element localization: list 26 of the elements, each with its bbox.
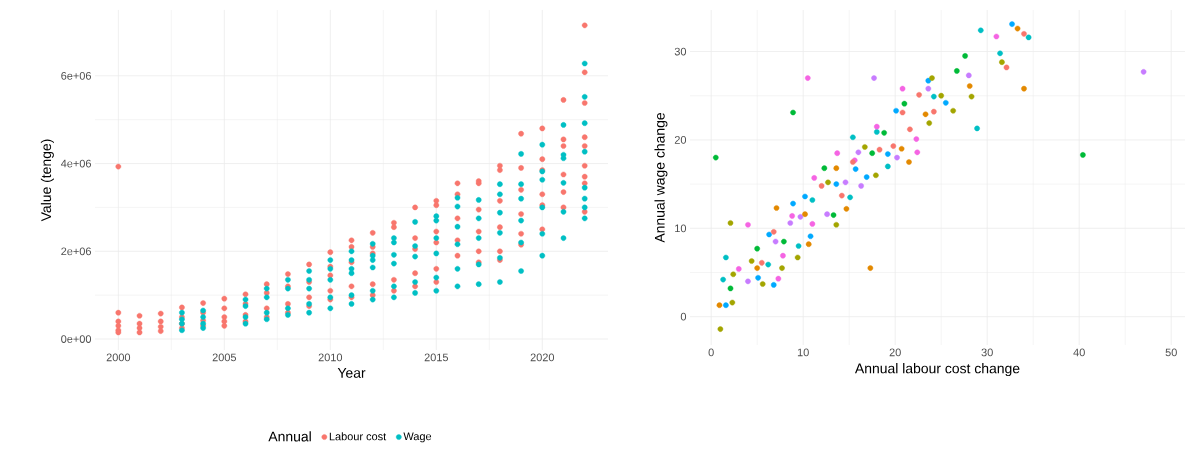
x-tick-label: 50 — [1165, 348, 1177, 357]
y-tick-label: 10 — [675, 224, 687, 233]
legend-label: Labour cost — [329, 432, 387, 441]
x-tick-label: 30 — [981, 348, 993, 357]
x-tick-label: 20 — [889, 348, 901, 357]
x-tick-label: 2010 — [318, 353, 343, 362]
y-axis-title: Value (tenge) — [40, 139, 54, 222]
x-tick-label: 2005 — [212, 353, 237, 362]
x-tick-label: 2000 — [106, 353, 131, 362]
x-tick-label: 2020 — [530, 353, 555, 362]
y-axis-title: Annual wage change — [654, 113, 668, 243]
y-tick-label: 6e+06 — [61, 71, 91, 80]
x-tick-label: 0 — [708, 348, 714, 357]
y-tick-label: 2e+06 — [61, 247, 91, 256]
y-tick-label: 0e+00 — [61, 335, 92, 343]
x-tick-label: 40 — [1073, 348, 1085, 357]
x-axis-title: Year — [337, 368, 366, 378]
x-tick-label: 10 — [797, 348, 809, 357]
y-tick-label: 0 — [680, 312, 687, 321]
legend-title: Annual — [268, 431, 311, 442]
legend-label: Wage — [403, 432, 432, 443]
x-tick-label: 2015 — [424, 353, 449, 362]
y-tick-label: 4e+06 — [60, 159, 91, 168]
y-tick-label: 30 — [674, 47, 687, 56]
x-axis-title: Annual labour cost change — [854, 363, 1020, 377]
y-tick-label: 20 — [674, 136, 687, 144]
